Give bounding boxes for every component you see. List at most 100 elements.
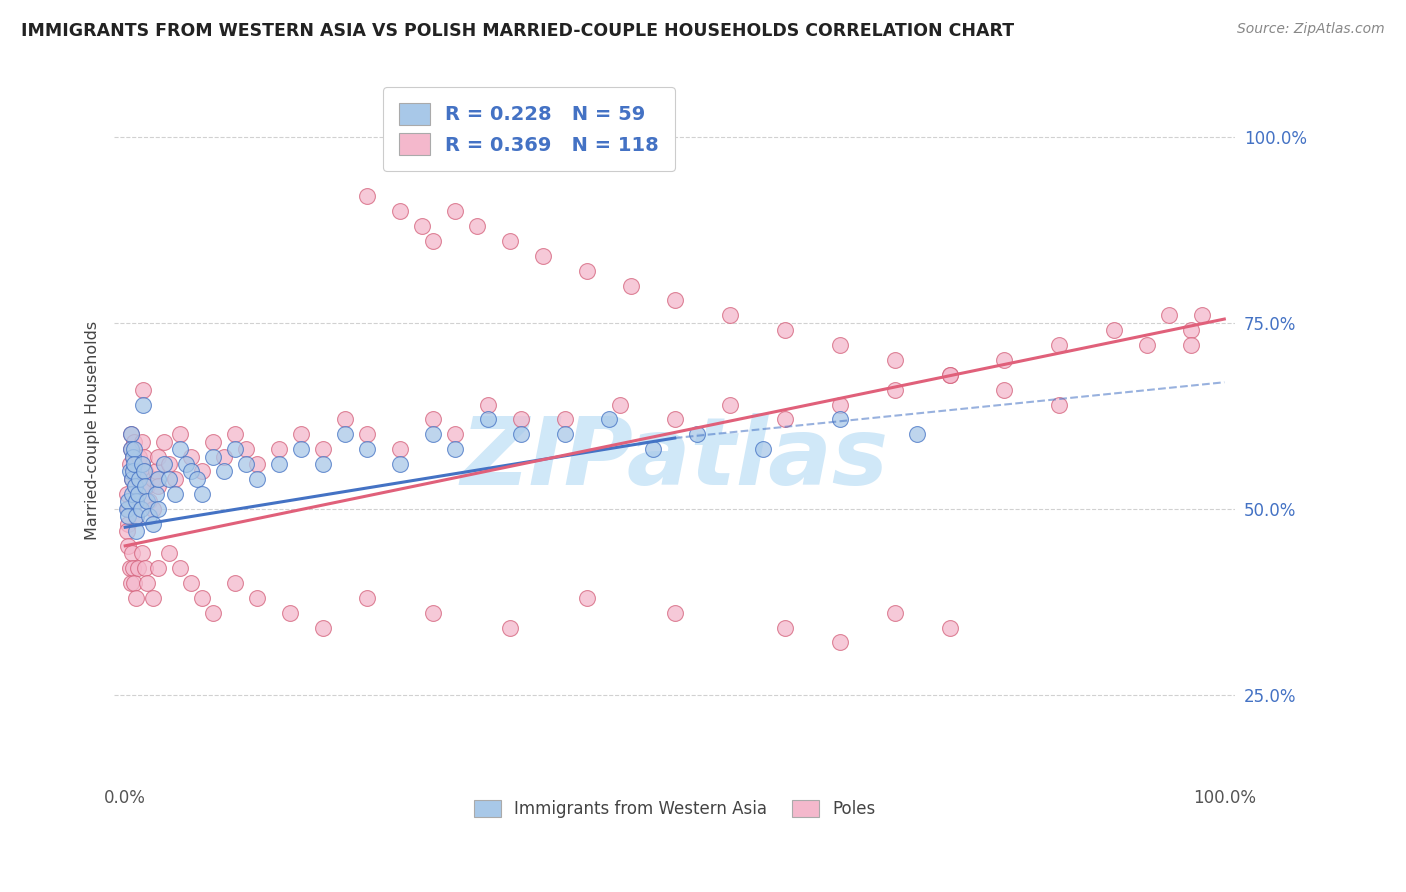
Point [411, 219, 433, 234]
Point [128, 472, 150, 486]
Point [356, 189, 378, 203]
Point [152, 434, 174, 449]
Point [180, 450, 202, 464]
Point [142, 501, 165, 516]
Point [773, 323, 796, 337]
Point [202, 450, 225, 464]
Text: ZIPatlas: ZIPatlas [461, 413, 889, 505]
Point [118, 457, 141, 471]
Point [129, 479, 152, 493]
Point [169, 427, 191, 442]
Point [267, 442, 290, 457]
Point [191, 465, 214, 479]
Point [1049, 338, 1071, 352]
Point [122, 450, 145, 464]
Point [224, 427, 246, 442]
Point [120, 442, 142, 457]
Point [202, 606, 225, 620]
Point [1180, 338, 1202, 352]
Point [828, 635, 851, 649]
Point [444, 442, 467, 457]
Point [1049, 398, 1071, 412]
Point [120, 576, 142, 591]
Point [121, 546, 143, 560]
Point [333, 412, 356, 426]
Point [145, 487, 167, 501]
Point [444, 204, 467, 219]
Point [122, 561, 145, 575]
Point [773, 621, 796, 635]
Point [142, 516, 165, 531]
Point [641, 442, 664, 457]
Point [129, 501, 152, 516]
Point [531, 249, 554, 263]
Point [131, 457, 153, 471]
Point [117, 509, 139, 524]
Point [1104, 323, 1126, 337]
Point [554, 412, 576, 426]
Point [186, 472, 208, 486]
Point [169, 561, 191, 575]
Point [620, 278, 643, 293]
Point [125, 524, 148, 538]
Point [883, 606, 905, 620]
Point [120, 427, 142, 442]
Point [509, 427, 531, 442]
Point [598, 412, 620, 426]
Point [127, 487, 149, 501]
Point [356, 427, 378, 442]
Point [828, 412, 851, 426]
Point [132, 465, 155, 479]
Point [142, 472, 165, 486]
Point [993, 353, 1015, 368]
Point [191, 591, 214, 605]
Point [664, 606, 686, 620]
Point [246, 457, 269, 471]
Point [121, 472, 143, 486]
Point [224, 576, 246, 591]
Legend: Immigrants from Western Asia, Poles: Immigrants from Western Asia, Poles [467, 793, 882, 825]
Point [1136, 338, 1159, 352]
Point [246, 591, 269, 605]
Point [609, 398, 631, 412]
Point [120, 442, 142, 457]
Point [138, 509, 160, 524]
Point [142, 591, 165, 605]
Point [163, 487, 186, 501]
Point [128, 450, 150, 464]
Point [122, 457, 145, 471]
Point [136, 494, 159, 508]
Point [422, 234, 444, 248]
Point [312, 621, 335, 635]
Point [174, 457, 197, 471]
Point [146, 561, 169, 575]
Point [312, 442, 335, 457]
Point [938, 621, 960, 635]
Point [118, 561, 141, 575]
Point [828, 398, 851, 412]
Point [1159, 309, 1181, 323]
Point [1191, 309, 1213, 323]
Point [146, 501, 169, 516]
Point [477, 412, 499, 426]
Point [146, 479, 169, 493]
Point [465, 219, 488, 234]
Point [883, 383, 905, 397]
Point [122, 576, 145, 591]
Point [388, 457, 411, 471]
Point [146, 472, 169, 486]
Point [122, 465, 145, 479]
Point [499, 621, 522, 635]
Point [575, 264, 598, 278]
Point [905, 427, 928, 442]
Point [664, 293, 686, 308]
Point [117, 501, 139, 516]
Point [125, 494, 148, 508]
Point [575, 591, 598, 605]
Point [122, 450, 145, 464]
Point [509, 412, 531, 426]
Point [127, 465, 149, 479]
Point [118, 465, 141, 479]
Point [146, 450, 169, 464]
Point [664, 412, 686, 426]
